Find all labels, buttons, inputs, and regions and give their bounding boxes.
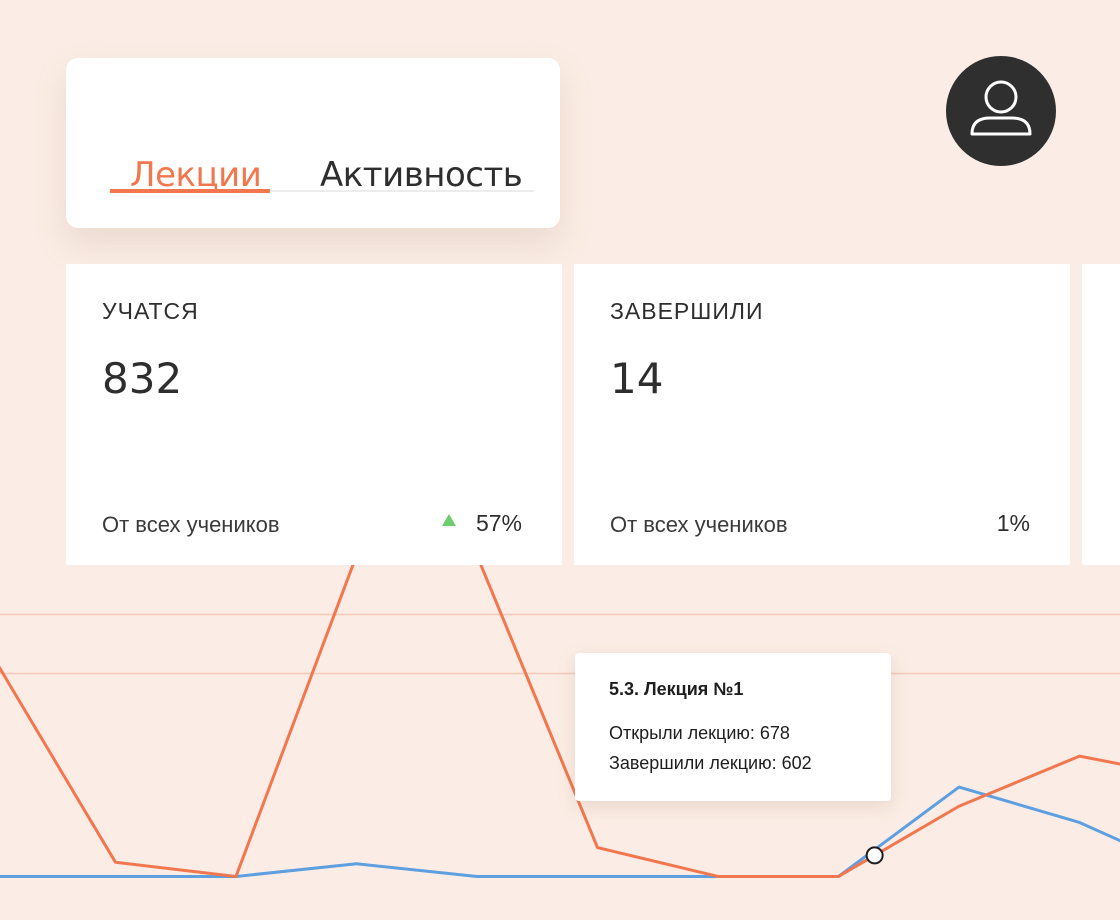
stat-card-completed: ЗАВЕРШИЛИ 14 От всех учеников 1% [574, 264, 1070, 565]
stat-sub-label: От всех учеников [610, 512, 788, 537]
tooltip-title: 5.3. Лекция №1 [609, 679, 744, 699]
tooltip-opened-label: Открыли лекцию: [609, 723, 755, 743]
chart-series-line-0 [0, 554, 1120, 878]
tooltip-opened-value: 678 [759, 723, 790, 743]
stat-value: 832 [102, 354, 183, 403]
tooltip-opened-row: Открыли лекцию: 678 [609, 723, 790, 744]
tab-lectures[interactable]: Лекции [130, 155, 262, 195]
tab-activity[interactable]: Активность [320, 155, 523, 195]
tabs-card: Лекции Активность [66, 58, 560, 228]
tooltip-completed-label: Завершили лекцию: [609, 753, 777, 773]
tooltip-completed-row: Завершили лекцию: 602 [609, 753, 812, 774]
tooltip-completed-value: 602 [781, 753, 812, 773]
stat-label: ЗАВЕРШИЛИ [610, 298, 764, 324]
avatar[interactable] [946, 56, 1056, 166]
stat-value: 14 [610, 354, 664, 403]
chart-hover-point[interactable] [865, 846, 884, 865]
chart-series-line-1 [0, 785, 1120, 878]
stat-card-partial [1082, 264, 1120, 565]
tab-track [110, 190, 534, 192]
chart-tooltip: 5.3. Лекция №1 Открыли лекцию: 678 Завер… [575, 653, 891, 801]
stat-label: УЧАТСЯ [102, 298, 199, 324]
stat-percent: 57% [475, 510, 522, 536]
active-tab-indicator [110, 189, 270, 193]
trend-up-icon [442, 514, 456, 526]
stat-sub-label: От всех учеников [102, 512, 280, 537]
stat-percent: 1% [996, 510, 1030, 536]
stat-card-learning: УЧАТСЯ 832 От всех учеников 57% [66, 264, 562, 565]
user-icon [970, 80, 1032, 136]
